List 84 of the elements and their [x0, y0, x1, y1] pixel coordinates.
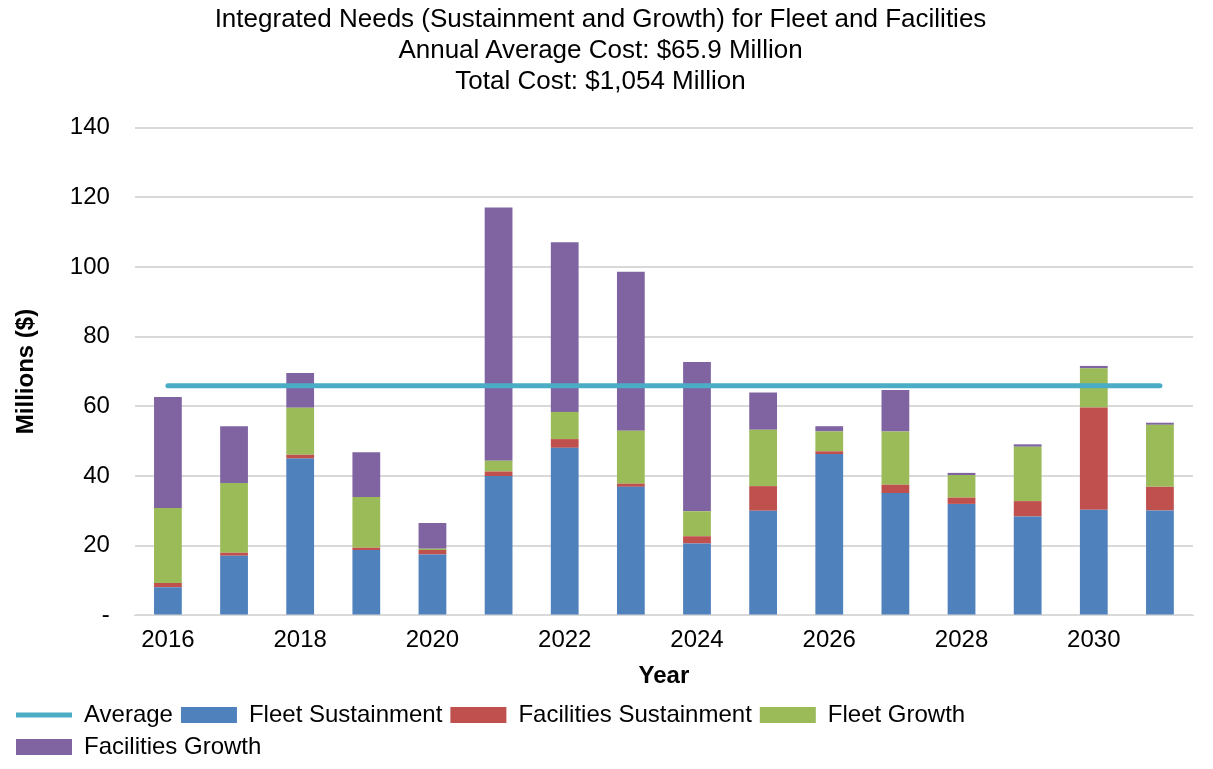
legend-label: Fleet Growth [827, 699, 966, 727]
bar [352, 549, 381, 615]
x-tick-label: 2030 [1067, 625, 1121, 653]
bar [616, 486, 645, 615]
x-axis-title: Year [638, 661, 690, 689]
bar [1079, 407, 1108, 510]
y-tick-label: 120 [69, 181, 110, 209]
bar [683, 543, 711, 615]
bar [220, 552, 248, 556]
bar [484, 207, 513, 461]
bar [616, 271, 645, 431]
bar [550, 242, 579, 412]
bar [154, 396, 182, 509]
bar [947, 497, 976, 504]
x-tick-label: 2026 [802, 625, 856, 653]
bar [1013, 446, 1042, 502]
y-tick-label: 40 [83, 460, 110, 488]
x-tick-label: 2016 [141, 625, 195, 653]
bar [683, 362, 711, 512]
bar [947, 474, 976, 498]
bar [154, 508, 182, 583]
y-tick-label: - [101, 600, 110, 628]
bar [352, 496, 381, 548]
bar [1146, 424, 1174, 487]
legend-label: Average [84, 699, 173, 727]
y-tick-label: 20 [83, 530, 110, 558]
legend-label: Fleet Sustainment [248, 699, 443, 727]
chart-subtitle: Annual Average Cost: $65.9 Million Total Cost: $1,054 Million [398, 33, 803, 96]
bar [154, 583, 182, 588]
x-tick-label: 2022 [538, 625, 592, 653]
legend-label: Facilities Growth [84, 731, 262, 759]
bar [881, 431, 910, 485]
y-tick-label: 80 [83, 321, 110, 349]
bar [220, 426, 248, 483]
bar [1146, 510, 1174, 615]
bar [352, 547, 381, 550]
bar [1146, 486, 1174, 511]
bar [550, 411, 579, 440]
bar [881, 493, 910, 615]
x-tick-label: 2024 [670, 625, 724, 653]
bar [815, 451, 844, 455]
bar [154, 587, 182, 615]
bar [815, 454, 844, 615]
bar [286, 454, 315, 459]
bar [683, 536, 711, 544]
y-tick-label: 60 [83, 390, 110, 418]
bar [881, 389, 910, 432]
bar [1013, 516, 1042, 615]
bar [683, 511, 711, 537]
chart-title: Integrated Needs (Sustainment and Growth) for Fleet and Facilities [214, 2, 987, 33]
bar [947, 472, 976, 475]
bar [484, 471, 513, 477]
x-tick-label: 2018 [273, 625, 327, 653]
bar [1013, 501, 1042, 517]
bar [749, 510, 778, 615]
bar [484, 460, 513, 472]
bar [220, 483, 248, 553]
bar [616, 430, 645, 484]
bar [749, 429, 778, 487]
bar [286, 407, 315, 455]
bar [815, 431, 844, 452]
bar [1079, 509, 1108, 615]
legend-label: Facilities Sustainment [518, 699, 753, 727]
y-axis-title: Millions ($) [11, 308, 39, 435]
bar [947, 503, 976, 615]
bar [749, 486, 778, 511]
x-tick-label: 2028 [934, 625, 989, 653]
bar [418, 554, 447, 615]
x-tick-label: 2020 [405, 625, 460, 653]
bar [881, 484, 910, 494]
bar [286, 458, 315, 615]
y-tick-label: 100 [69, 251, 110, 279]
bar [1146, 422, 1174, 425]
bar [550, 439, 579, 448]
bar [1013, 444, 1042, 447]
y-tick-label: 140 [69, 112, 110, 140]
bar [484, 476, 513, 615]
bar [815, 426, 844, 432]
bar [220, 555, 248, 615]
bar [749, 392, 778, 430]
bar [550, 447, 579, 615]
bar [352, 452, 381, 497]
bar [616, 483, 645, 487]
bar [418, 523, 447, 549]
